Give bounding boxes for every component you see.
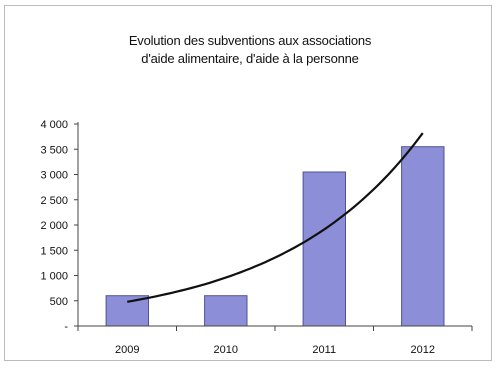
exponential-trendline (127, 132, 424, 303)
bar-2009 (105, 295, 149, 327)
x-tick-label: 2012 (411, 344, 435, 356)
bar-2011 (302, 171, 347, 327)
y-tick-label: 1 000 (40, 271, 68, 283)
y-tick-label: 3 000 (40, 170, 68, 182)
x-tick-label: 2010 (214, 344, 238, 356)
y-tick-label: - (64, 321, 68, 333)
x-tick-label: 2009 (115, 344, 139, 356)
y-tick-label: 1 500 (40, 245, 68, 257)
bar-2010 (204, 295, 248, 327)
x-tick-label: 2011 (312, 344, 336, 356)
bar-2012 (401, 146, 445, 327)
y-tick-label: 4 000 (40, 119, 68, 131)
y-tick-label: 2 000 (40, 220, 68, 232)
chart-title-line-1: Evolution des subventions aux associatio… (128, 33, 372, 48)
chart-title-line-2: d'aide alimentaire, d'aide à la personne (141, 51, 359, 66)
y-tick-label: 500 (50, 296, 68, 308)
chart-title: Evolution des subventions aux associatio… (40, 32, 460, 68)
y-tick-label: 3 500 (40, 144, 68, 156)
y-tick-label: 2 500 (40, 195, 68, 207)
